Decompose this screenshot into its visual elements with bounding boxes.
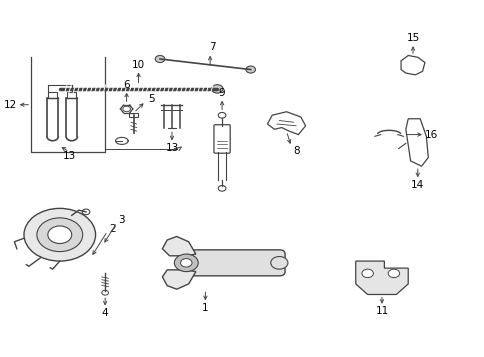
- Polygon shape: [355, 261, 408, 295]
- Circle shape: [24, 208, 95, 261]
- Text: 11: 11: [375, 306, 388, 316]
- Text: 4: 4: [102, 308, 108, 318]
- Text: 7: 7: [209, 42, 215, 52]
- Text: 15: 15: [406, 33, 419, 43]
- Text: 5: 5: [148, 94, 155, 104]
- Text: 2: 2: [109, 224, 115, 234]
- Text: 8: 8: [293, 146, 300, 156]
- Circle shape: [174, 254, 198, 272]
- Bar: [129, 113, 138, 117]
- Circle shape: [270, 257, 287, 269]
- FancyBboxPatch shape: [190, 250, 285, 276]
- Circle shape: [361, 269, 373, 278]
- Text: 14: 14: [410, 180, 424, 190]
- Text: 13: 13: [62, 151, 76, 161]
- Text: 16: 16: [424, 130, 437, 140]
- Circle shape: [211, 85, 223, 93]
- Circle shape: [37, 218, 83, 252]
- Circle shape: [180, 258, 192, 267]
- Circle shape: [155, 55, 165, 62]
- Circle shape: [48, 226, 72, 243]
- Polygon shape: [162, 236, 196, 256]
- Text: 3: 3: [118, 215, 125, 225]
- Text: 13: 13: [165, 143, 178, 153]
- Circle shape: [245, 66, 255, 73]
- Text: 9: 9: [218, 88, 225, 98]
- Circle shape: [387, 269, 399, 278]
- Text: 1: 1: [202, 303, 208, 313]
- Bar: [48, 92, 57, 98]
- Polygon shape: [162, 270, 196, 289]
- Bar: [67, 92, 76, 98]
- Text: 12: 12: [4, 100, 17, 110]
- Text: 10: 10: [132, 60, 145, 70]
- Text: 6: 6: [123, 80, 130, 90]
